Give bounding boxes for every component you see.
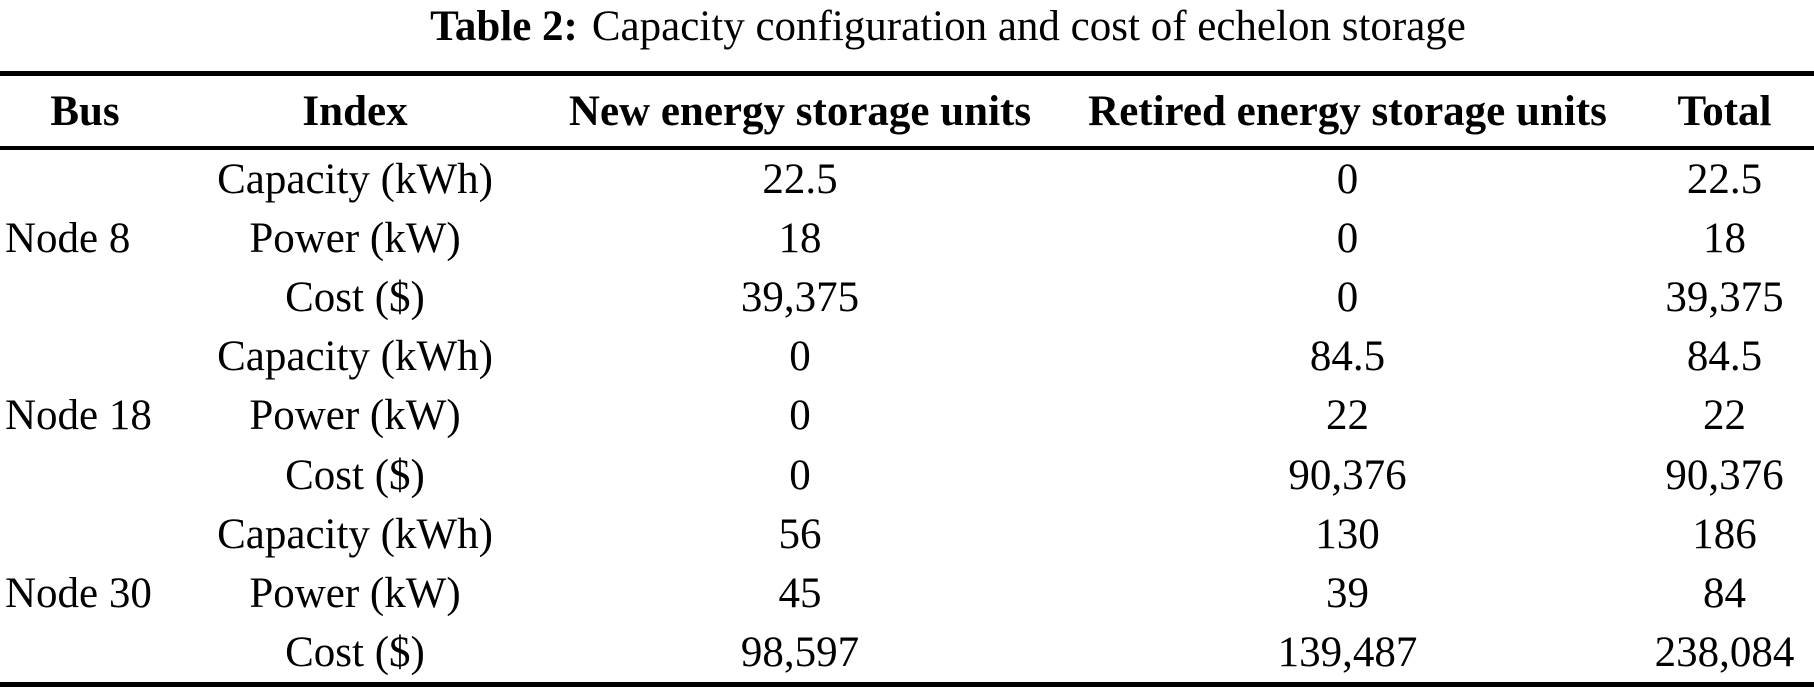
column-header-retired: Retired energy storage units: [1060, 73, 1635, 150]
header-row: Bus Index New energy storage units Retir…: [0, 73, 1814, 150]
bus-cell: Node 8: [5, 215, 131, 263]
value-cell: 98,597: [740, 628, 860, 676]
table-row: Cost ($) 0 90,376 90,376: [0, 445, 1814, 504]
table-row: Power (kW) 45 39 84: [0, 564, 1814, 623]
value-cell: 130: [1315, 510, 1380, 558]
value-cell: 139,487: [1277, 628, 1418, 676]
value-cell: 0: [789, 392, 811, 440]
value-cell: 90,376: [1288, 451, 1407, 499]
index-cell: Capacity (kWh): [217, 333, 493, 381]
index-cell: Capacity (kWh): [217, 156, 493, 204]
column-header-total: Total: [1635, 73, 1814, 150]
caption-text: Capacity configuration and cost of echel…: [591, 3, 1466, 50]
value-cell: 84.5: [1686, 333, 1763, 381]
index-cell: Cost ($): [285, 451, 425, 499]
value-cell: 39,375: [1665, 274, 1784, 322]
table-row: Node 8 Capacity (kWh) 22.5 0 22.5: [0, 148, 1814, 262]
value-cell: 22: [1703, 392, 1746, 440]
value-cell: 84: [1703, 569, 1746, 617]
value-cell: 0: [1336, 156, 1359, 204]
index-cell: Capacity (kWh): [217, 510, 493, 558]
table-row: Power (kW) 18 0 18: [0, 209, 1814, 268]
index-cell: Power (kW): [249, 215, 461, 263]
value-cell: 0: [1336, 274, 1359, 322]
table-row: Node 30 Capacity (kWh) 56 130 186: [0, 505, 1814, 617]
bus-cell: Node 18: [5, 392, 152, 440]
value-cell: 22.5: [1686, 156, 1763, 204]
table-row: Cost ($) 39,375 0 39,375: [0, 268, 1814, 327]
value-cell: 186: [1692, 510, 1757, 558]
index-cell: Cost ($): [285, 274, 425, 322]
column-header-new: New energy storage units: [540, 73, 1060, 150]
bus-cell: Node 30: [5, 569, 152, 617]
column-header-bus: Bus: [0, 73, 170, 150]
table-body: Node 8 Capacity (kWh) 22.5 0 22.5 Power …: [0, 148, 1814, 684]
value-cell: 39: [1326, 569, 1369, 617]
value-cell: 0: [789, 333, 811, 381]
table-caption: Table 2: Capacity configuration and cost …: [41, 0, 1814, 71]
value-cell: 18: [1703, 215, 1746, 263]
value-cell: 0: [1336, 215, 1359, 263]
value-cell: 45: [778, 569, 822, 617]
table-row: Power (kW) 0 22 22: [0, 386, 1814, 445]
value-cell: 18: [778, 215, 822, 263]
index-cell: Power (kW): [249, 392, 461, 440]
index-cell: Power (kW): [249, 569, 461, 617]
caption-label: Table 2:: [430, 3, 578, 50]
value-cell: 84.5: [1309, 333, 1386, 381]
table-row: Node 18 Capacity (kWh) 0 84.5 84.5: [0, 327, 1814, 439]
value-cell: 90,376: [1665, 451, 1784, 499]
capacity-cost-table: Bus Index New energy storage units Retir…: [0, 71, 1814, 687]
value-cell: 39,375: [740, 274, 860, 322]
index-cell: Cost ($): [285, 628, 425, 676]
value-cell: 56: [778, 510, 822, 558]
value-cell: 22: [1326, 392, 1369, 440]
value-cell: 22.5: [762, 156, 838, 204]
table-header: Bus Index New energy storage units Retir…: [0, 73, 1814, 150]
value-cell: 238,084: [1654, 628, 1795, 676]
column-header-index: Index: [170, 73, 540, 150]
table-row: Cost ($) 98,597 139,487 238,084: [0, 623, 1814, 685]
value-cell: 0: [789, 451, 811, 499]
